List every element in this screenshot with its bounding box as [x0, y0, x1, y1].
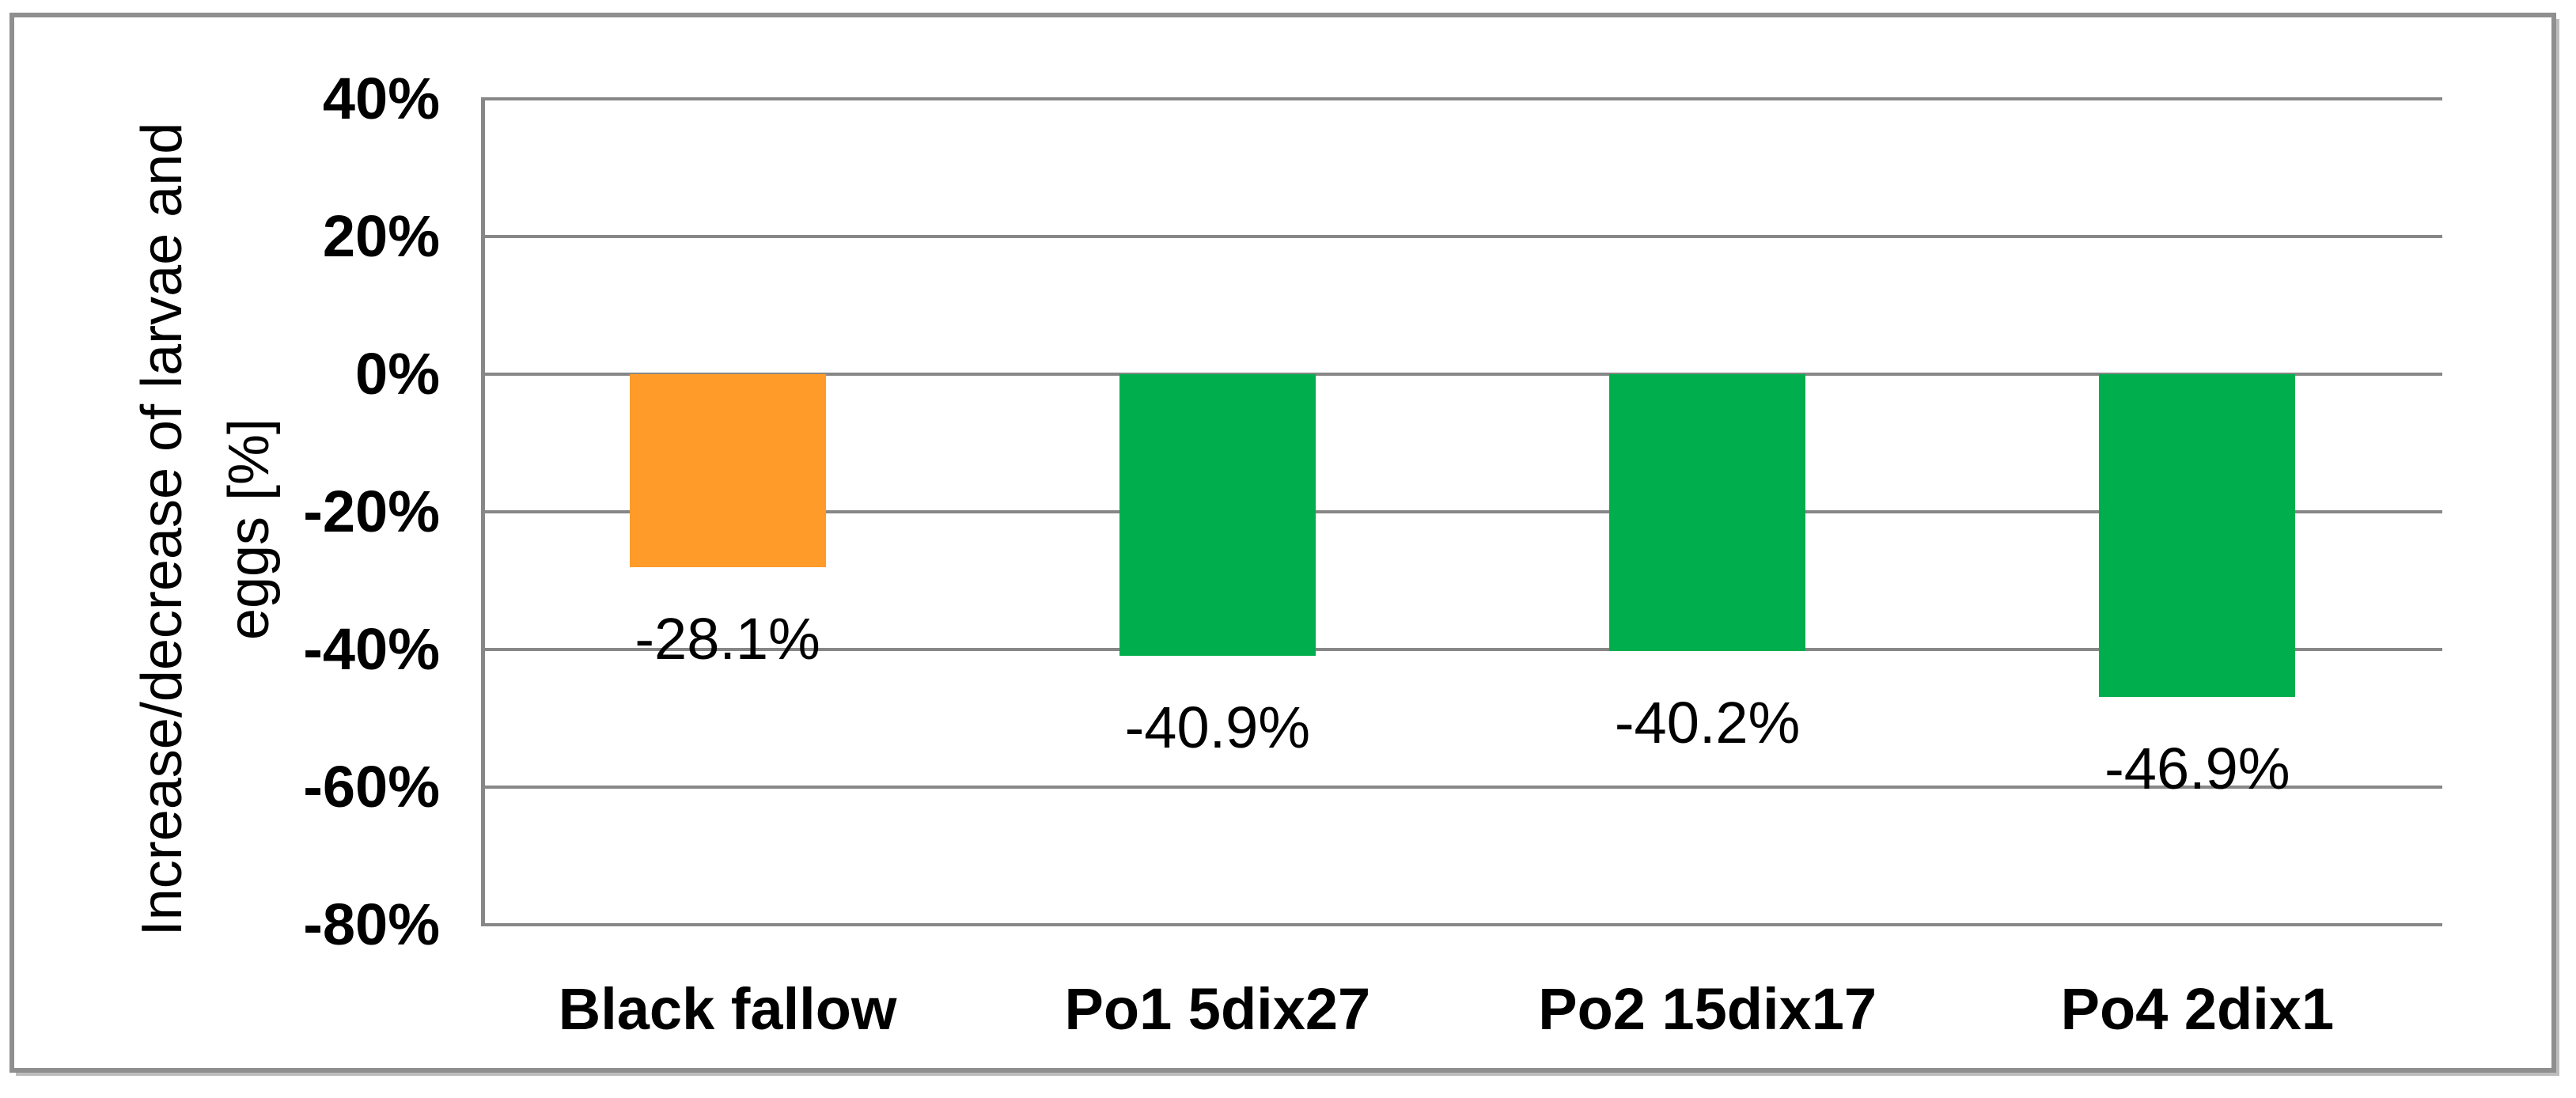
bar-po1-5dix27: [1119, 374, 1316, 656]
bar-value-label-po1-5dix27: -40.9%: [1124, 694, 1311, 760]
gridline--60-: [483, 786, 2442, 789]
x-category-label-po1-5dix27: Po1 5dix27: [1064, 976, 1371, 1042]
bar-black-fallow: [629, 374, 826, 568]
x-category-label-po2-15dix17: Po2 15dix17: [1538, 976, 1877, 1042]
y-tick-label--20-: -20%: [303, 479, 440, 544]
bar-value-label-black-fallow: -28.1%: [635, 606, 820, 672]
y-tick-label-20-: 20%: [322, 203, 440, 269]
y-tick-label--60-: -60%: [303, 754, 440, 820]
bar-po2-15dix17: [1609, 374, 1806, 651]
bar-value-label-po4-2dix1: -46.9%: [2104, 736, 2290, 802]
x-category-label-black-fallow: Black fallow: [558, 976, 897, 1042]
bar-value-label-po2-15dix17: -40.2%: [1614, 689, 1801, 755]
gridline--20-: [483, 510, 2442, 513]
gridline-20-: [483, 235, 2442, 238]
y-tick-label-40-: 40%: [322, 66, 440, 131]
y-axis-line: [481, 97, 485, 926]
y-tick-label--40-: -40%: [303, 616, 440, 682]
gridline--80-: [483, 923, 2442, 926]
gridline-0-: [483, 373, 2442, 376]
bar-po4-2dix1: [2099, 374, 2296, 698]
gridline-40-: [483, 97, 2442, 100]
x-category-label-po4-2dix1: Po4 2dix1: [2060, 976, 2335, 1042]
y-tick-label-0-: 0%: [355, 341, 440, 407]
gridline--40-: [483, 648, 2442, 651]
y-tick-label--80-: -80%: [303, 892, 440, 957]
